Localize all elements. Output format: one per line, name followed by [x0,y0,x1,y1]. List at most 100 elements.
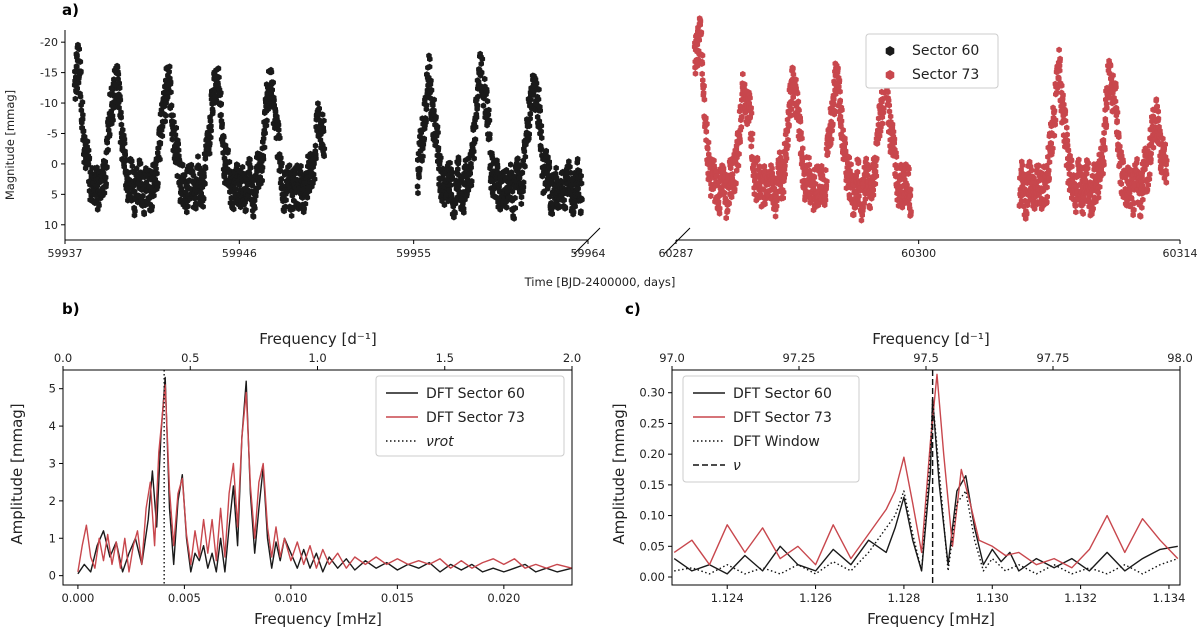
lightcurve-point [79,99,86,106]
lightcurve-point [757,163,763,170]
panel-c-dft-zoom: 1.124 1.126 1.128 1.130 1.132 1.134 0.00 0.05 0.… [610,330,1193,628]
lightcurve-point [1139,204,1145,211]
lightcurve-point [207,134,214,141]
lightcurve-point [575,185,581,192]
lightcurve-point [717,205,723,212]
lightcurve-point [527,110,534,118]
lightcurve-point [1062,107,1069,115]
lightcurve-point [1056,46,1062,53]
lightcurve-point [216,74,222,81]
lightcurve-point [471,155,477,162]
lightcurve-point [747,94,753,102]
lightcurve-point [311,160,317,167]
legend-label-sector-60: Sector 60 [912,43,979,59]
panel-b-ylabel: Amplitude [mmag] [8,403,26,544]
lightcurve-point [806,161,813,168]
lightcurve-point [80,127,87,135]
lightcurve-peak-point [112,81,119,89]
lightcurve-point [508,161,514,168]
lightcurve-point [218,89,224,96]
lightcurve-point [105,146,111,153]
lightcurve-point [484,88,490,95]
lightcurve-point [137,160,144,167]
lightcurve-point [175,147,182,154]
lightcurve-peak-point [267,84,274,92]
lightcurve-point [85,147,92,154]
lightcurve-point [433,138,439,145]
lightcurve-point [566,158,572,165]
lightcurve-point [536,86,542,93]
panel-b-ytick-label: 1 [49,531,56,545]
lightcurve-point [699,60,706,67]
lightcurve-point [304,194,311,201]
panel-b-xtick-label: 0.015 [381,591,414,605]
lightcurve-point [154,170,160,177]
lightcurve-point [435,129,441,136]
lightcurve-point [785,136,791,144]
lightcurve-point [278,154,284,161]
lightcurve-point [1148,150,1154,157]
lightcurve-point [243,206,249,214]
lightcurve-point [561,196,567,204]
lightcurve-point [511,215,517,222]
lightcurve-point [774,197,780,204]
legend-label-sector-73: Sector 73 [912,67,979,83]
lightcurve-point [1073,208,1079,216]
lightcurve-point [262,130,268,137]
lightcurve-point [416,174,422,181]
legend-marker-sector-73 [885,70,895,80]
lightcurve-point [486,117,493,124]
lightcurve-point [129,163,136,170]
lightcurve-point [159,123,166,130]
lightcurve-point [170,112,176,119]
lightcurve-point [472,123,479,131]
lightcurve-point [842,147,849,155]
lightcurve-point [701,82,707,90]
lightcurve-point [1026,158,1033,165]
lightcurve-point [220,149,226,157]
lightcurve-point [133,165,140,172]
lightcurve-point [893,153,900,160]
lightcurve-point [472,136,479,143]
lightcurve-point [484,98,491,105]
lightcurve-point [1095,189,1102,196]
lightcurve-point [855,158,862,165]
lightcurve-point [474,102,481,109]
lightcurve-point [128,158,135,165]
axis-break-mark-right [573,227,601,255]
lightcurve-point [699,52,706,59]
lightcurve-point [447,159,453,167]
lightcurve-point [420,153,426,160]
panel-c-ytick-label: 0.10 [639,509,665,523]
panel-label-a: a) [62,1,79,19]
lightcurve-point [1100,136,1107,144]
lightcurve-point [790,65,796,72]
lightcurve-point [515,155,521,162]
lightcurve-point [421,135,427,142]
legend-label-dft-sector-60-b: DFT Sector 60 [426,386,525,402]
lightcurve-point [1046,158,1053,166]
lightcurve-point [157,139,164,147]
lightcurve-point [886,108,893,115]
lightcurve-point [207,117,214,125]
lightcurve-point [321,117,327,124]
panel-a-xtick-label: 60287 [659,247,694,260]
lightcurve-point [748,143,755,150]
lightcurve-point [77,93,84,100]
lightcurve-point [520,179,527,186]
lightcurve-point [480,102,487,109]
lightcurve-point [140,192,146,200]
lightcurve-point [168,89,174,96]
lightcurve-point [1068,157,1075,164]
lightcurve-peak-point [833,81,840,89]
lightcurve-point [118,121,125,128]
lightcurve-point [782,162,788,169]
lightcurve-point [72,95,79,103]
lightcurve-point [275,126,282,134]
lightcurve-point [268,68,275,76]
lightcurve-point [286,162,293,169]
lightcurve-point [822,196,829,204]
lightcurve-point [742,109,748,116]
lightcurve-point [1060,91,1066,99]
lightcurve-point [873,172,880,180]
